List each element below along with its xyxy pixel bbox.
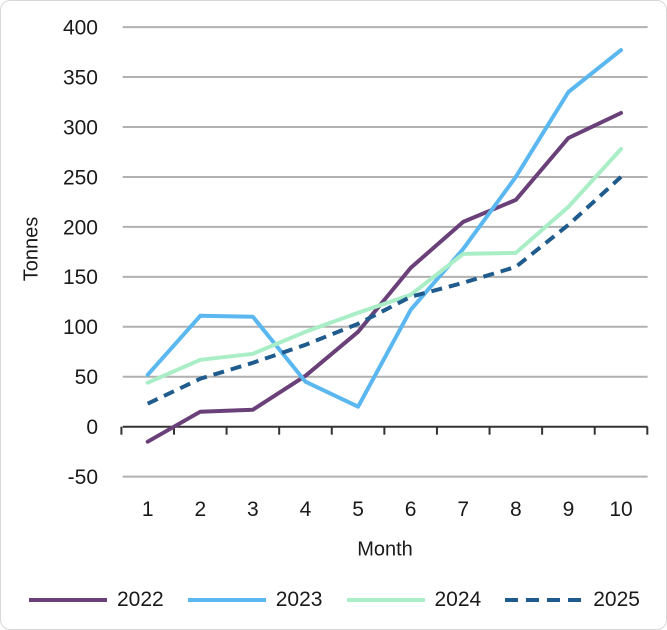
legend-swatch-2025	[505, 598, 584, 602]
x-tick-label: 8	[510, 498, 522, 521]
x-tick-label: 2	[194, 498, 206, 521]
x-tick-label: 1	[142, 498, 154, 521]
legend-label: 2023	[275, 588, 323, 611]
legend-label: 2024	[434, 588, 482, 611]
y-tick-label: 400	[63, 16, 98, 39]
series-line-2022	[145, 111, 623, 444]
x-tick-label: 5	[352, 498, 364, 521]
y-tick-label: 300	[63, 116, 98, 139]
x-tick-label: 7	[457, 498, 469, 521]
y-tick-label: 200	[63, 216, 98, 239]
y-tick-label: 350	[63, 66, 98, 89]
series-line-2024	[145, 147, 623, 385]
legend-swatch-2024	[346, 598, 425, 602]
y-tick-label: 250	[63, 166, 98, 189]
legend-label: 2025	[593, 588, 640, 611]
legend-swatch-2022	[29, 598, 107, 602]
legend-item-2023[interactable]: 2023	[187, 588, 323, 612]
legend-item-2022[interactable]: 2022	[29, 588, 164, 612]
legend-item-2024[interactable]: 2024	[346, 588, 482, 612]
legend: 2022 2023 2024 2025	[29, 581, 640, 619]
x-axis-title: Month	[357, 538, 413, 561]
x-tick-label: 10	[609, 498, 632, 521]
y-tick-label: -50	[68, 466, 98, 489]
x-tick-label: 4	[300, 498, 312, 521]
y-axis-title: Tonnes	[20, 216, 43, 282]
y-tick-label: 0	[86, 416, 98, 439]
legend-item-2025[interactable]: 2025	[505, 588, 640, 612]
y-tick-label: 50	[75, 366, 98, 389]
y-tick-label: 100	[63, 316, 98, 339]
series-line-2023	[145, 48, 623, 409]
legend-label: 2022	[117, 588, 164, 611]
x-tick-label: 9	[563, 498, 575, 521]
x-tick-label: 3	[247, 498, 259, 521]
series-line-2025	[146, 175, 623, 406]
y-tick-label: 150	[63, 266, 98, 289]
legend-swatch-2023	[187, 598, 266, 602]
x-tick-label: 6	[405, 498, 417, 521]
